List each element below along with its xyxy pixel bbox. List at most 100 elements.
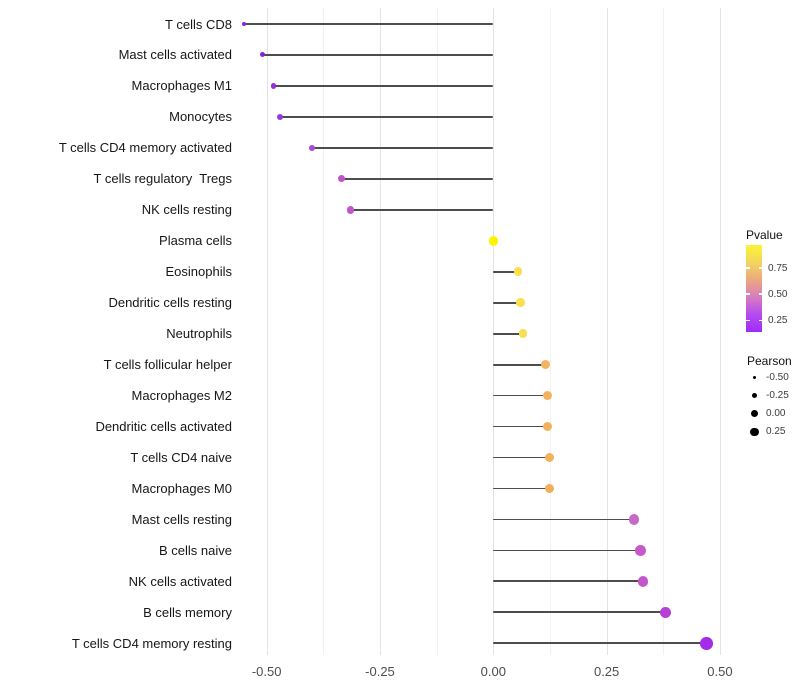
y-axis-label: Dendritic cells activated	[95, 419, 232, 435]
data-point-dot	[545, 453, 555, 462]
data-point-dot	[543, 422, 553, 432]
pvalue-tick-label: 0.50	[768, 288, 788, 300]
y-axis-label: NK cells resting	[141, 202, 232, 218]
x-axis-tick-label: 0.25	[593, 664, 620, 679]
minor-gridline	[663, 8, 665, 655]
pvalue-colorbar	[746, 245, 762, 332]
lollipop-stem	[493, 549, 641, 552]
data-point-dot	[346, 206, 355, 214]
data-point-dot	[635, 545, 646, 556]
lollipop-stem	[493, 332, 523, 335]
lollipop-stem	[493, 642, 707, 645]
pearson-legend-title: Pearson	[747, 354, 792, 368]
y-axis-label: Macrophages M1	[131, 78, 232, 94]
minor-gridline	[436, 8, 438, 655]
lollipop-stem	[273, 85, 494, 87]
y-axis-label: T cells regulatory Tregs	[93, 171, 232, 187]
data-point-dot	[540, 360, 550, 370]
y-axis-label: Macrophages M2	[131, 388, 232, 404]
y-axis-label: Dendritic cells resting	[108, 295, 232, 311]
y-axis-label: Mast cells activated	[118, 47, 232, 63]
pvalue-tick-label: 0.25	[768, 314, 788, 326]
data-point-dot	[637, 576, 649, 587]
y-axis-label: T cells CD4 memory resting	[71, 635, 232, 651]
data-point-dot	[543, 391, 553, 401]
y-axis-label: Monocytes	[169, 109, 232, 125]
x-axis-tick-label: -0.50	[251, 664, 282, 679]
y-axis-label: Macrophages M0	[131, 480, 232, 496]
minor-gridline	[323, 8, 325, 655]
lollipop-stem	[493, 580, 643, 583]
lollipop-stem	[350, 208, 494, 211]
y-axis-label: B cells naive	[159, 542, 232, 558]
y-axis-label: NK cells activated	[128, 573, 232, 589]
data-point-dot	[241, 22, 246, 26]
data-point-dot	[700, 637, 713, 650]
data-point-dot	[660, 606, 672, 618]
colorbar-tick-mark	[758, 319, 762, 321]
major-gridline	[719, 8, 721, 655]
lollipop-stem	[493, 301, 521, 304]
pearson-legend-dot	[752, 375, 757, 380]
lollipop-stem	[280, 115, 494, 118]
colorbar-tick-mark	[758, 267, 762, 269]
lollipop-stem	[493, 487, 550, 490]
y-axis-label: T cells follicular helper	[103, 357, 232, 373]
y-axis-label: Neutrophils	[166, 326, 232, 342]
y-axis-label: T cells CD4 memory activated	[58, 140, 232, 156]
data-point-dot	[513, 267, 523, 276]
pearson-legend-dot	[750, 427, 759, 437]
pearson-legend-label: 0.25	[766, 426, 786, 438]
data-point-dot	[488, 236, 499, 246]
x-axis-tick-label: 0.50	[707, 664, 733, 679]
colorbar-tick-mark	[746, 293, 750, 295]
lollipop-stem	[341, 177, 494, 180]
lollipop-stem	[493, 611, 666, 614]
pvalue-tick-label: 0.75	[768, 262, 788, 274]
data-point-dot	[628, 514, 640, 525]
lollipop-stem	[493, 425, 548, 428]
pearson-legend-label: 0.00	[766, 407, 786, 419]
pearson-legend-label: -0.25	[766, 389, 789, 401]
y-axis-label: Eosinophils	[165, 264, 233, 280]
data-point-dot	[259, 52, 265, 58]
colorbar-tick-mark	[746, 267, 750, 269]
x-axis-tick-label: -0.25	[365, 664, 395, 679]
x-axis-tick-label: 0.00	[480, 664, 506, 679]
lollipop-stem	[493, 270, 519, 273]
lollipop-stem	[493, 394, 548, 397]
pearson-legend-label: -0.50	[766, 371, 789, 383]
major-gridline	[606, 8, 608, 655]
lollipop-stem	[311, 146, 494, 149]
major-gridline	[266, 8, 268, 655]
y-axis-label: T cells CD8	[165, 16, 232, 32]
data-point-dot	[545, 483, 555, 493]
data-point-dot	[337, 175, 345, 183]
pearson-legend-dot	[751, 392, 758, 399]
lollipop-stem	[493, 456, 550, 459]
lollipop-stem	[262, 54, 494, 56]
data-point-dot	[308, 144, 316, 152]
pvalue-legend-title: Pvalue	[746, 228, 783, 242]
minor-gridline	[549, 8, 551, 655]
major-gridline	[379, 8, 381, 655]
pearson-legend-dot	[751, 410, 758, 418]
colorbar-tick-mark	[758, 293, 762, 295]
major-gridline	[493, 8, 495, 655]
y-axis-label: Plasma cells	[159, 233, 232, 249]
data-point-dot	[518, 329, 527, 338]
lollipop-stem	[243, 23, 494, 25]
lollipop-stem	[493, 518, 634, 521]
data-point-dot	[270, 83, 277, 89]
colorbar-tick-mark	[746, 319, 750, 321]
data-point-dot	[516, 298, 525, 307]
y-axis-label: B cells memory	[143, 604, 232, 620]
y-axis-label: T cells CD4 naive	[130, 450, 232, 465]
lollipop-stem	[493, 363, 546, 366]
